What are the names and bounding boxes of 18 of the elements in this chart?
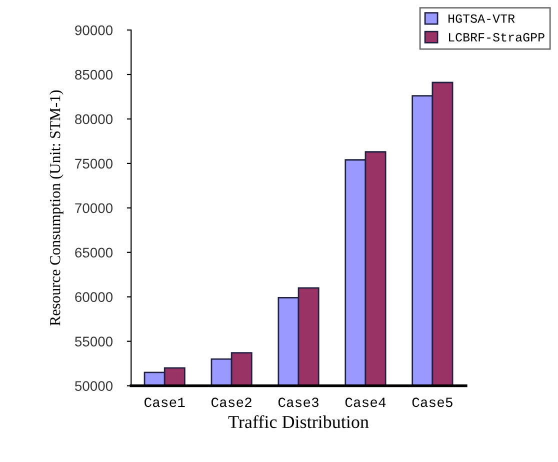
x-tick-label: Case4: [345, 398, 386, 408]
y-tick-label: 75000: [75, 158, 113, 169]
x-tick-label: Case5: [412, 398, 452, 408]
x-tick-label: Case2: [211, 398, 252, 408]
y-tick-label: 60000: [75, 292, 113, 302]
y-tick-label: 80000: [75, 114, 113, 124]
y-tick-label: 90000: [75, 25, 113, 36]
y-tick-label: 55000: [75, 336, 113, 346]
y-tick-label: 65000: [75, 248, 113, 258]
y-tick-label: 85000: [75, 70, 113, 80]
x-tick-label: Case1: [144, 398, 185, 408]
legend-label: HGTSA-VTR: [448, 14, 515, 23]
legend-label: LCBRF-StraGPP: [449, 33, 544, 42]
x-tick-label: Case3: [278, 398, 318, 408]
y-tick-label: 70000: [75, 203, 113, 214]
y-axis-title: Resource Consumption (Unit: STM-1): [49, 90, 64, 326]
y-tick-label: 50000: [75, 381, 113, 391]
x-axis-title: Traffic Distribution: [228, 415, 369, 428]
